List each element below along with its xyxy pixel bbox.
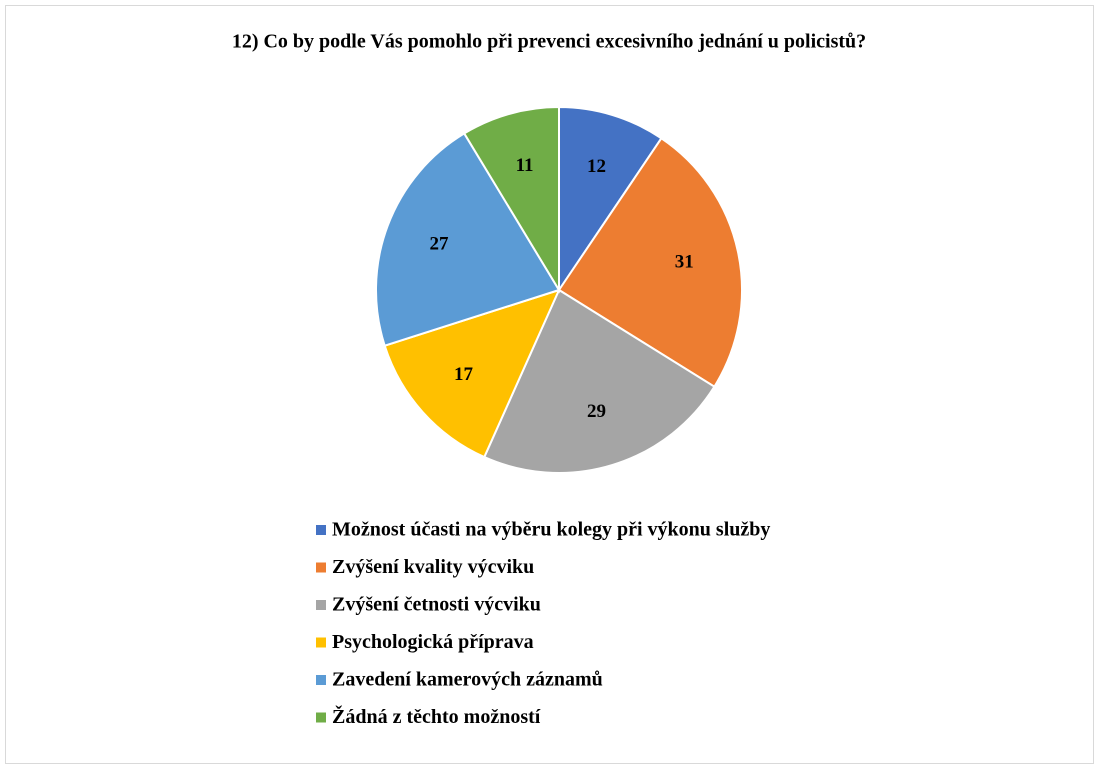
legend-swatch — [316, 600, 326, 610]
pie-slice — [383, 288, 561, 459]
pie-slice — [558, 105, 663, 294]
legend-label: Možnost účasti na výběru kolegy při výko… — [332, 519, 770, 541]
data-label: 17 — [454, 364, 474, 385]
legend-swatch — [316, 637, 326, 648]
pie-slice — [462, 105, 560, 294]
data-label: 29 — [587, 401, 606, 422]
data-label: 11 — [516, 155, 534, 176]
pie-slice — [557, 136, 743, 389]
legend-swatch — [316, 675, 326, 685]
pie-slice — [375, 132, 561, 347]
legend-label: Zvýšení četnosti výcviku — [332, 594, 541, 616]
legend-label: Zavedení kamerových záznamů — [332, 669, 603, 691]
legend-swatch — [316, 562, 326, 573]
legend-label: Žádná z těchto možností — [332, 704, 541, 728]
legend-swatch — [316, 712, 326, 723]
pie-slice — [482, 288, 716, 474]
data-label: 12 — [587, 156, 606, 177]
chart-title: 12) Co by podle Vás pomohlo při prevenci… — [232, 31, 866, 53]
legend-label: Zvýšení kvality výcviku — [332, 556, 534, 578]
legend-label: Psychologická příprava — [332, 631, 534, 653]
data-label: 31 — [675, 252, 694, 273]
legend-swatch — [316, 525, 326, 535]
data-label: 27 — [430, 233, 450, 254]
